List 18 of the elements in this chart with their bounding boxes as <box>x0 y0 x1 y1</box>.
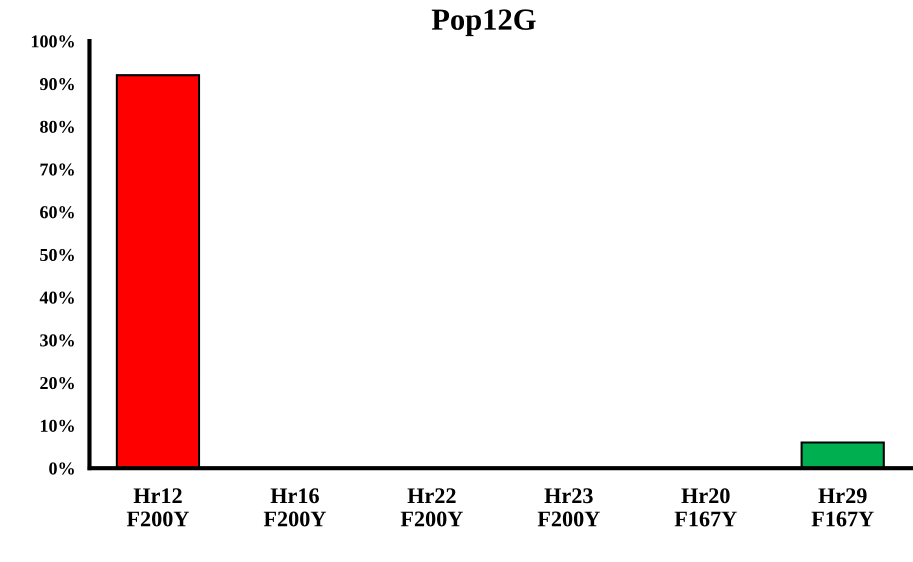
y-tick-label: 30% <box>40 334 74 347</box>
y-tick-label: 60% <box>40 206 74 218</box>
y-tick-label: 70% <box>40 163 74 176</box>
x-tick-label: Hr22 F200Y <box>400 488 463 526</box>
chart-title: Pop12G <box>432 9 536 36</box>
x-tick-label: Hr12 F200Y <box>126 488 190 526</box>
x-tick-label: Hr20 F167Y <box>674 488 737 526</box>
y-tick-label: 10% <box>40 420 74 432</box>
y-tick-label: 100% <box>32 35 74 48</box>
x-tick-label: Hr23 F200Y <box>538 488 600 526</box>
x-tick-label: Hr29 F167Y <box>812 488 874 526</box>
y-tick-label: 40% <box>40 292 74 304</box>
y-tick-label: 0% <box>49 462 74 475</box>
y-tick-label: 50% <box>40 248 74 262</box>
y-tick-label: 90% <box>40 78 74 90</box>
y-tick-label: 20% <box>40 376 74 390</box>
x-tick-label: Hr16 F200Y <box>264 488 326 526</box>
y-tick-label: 80% <box>40 120 74 133</box>
